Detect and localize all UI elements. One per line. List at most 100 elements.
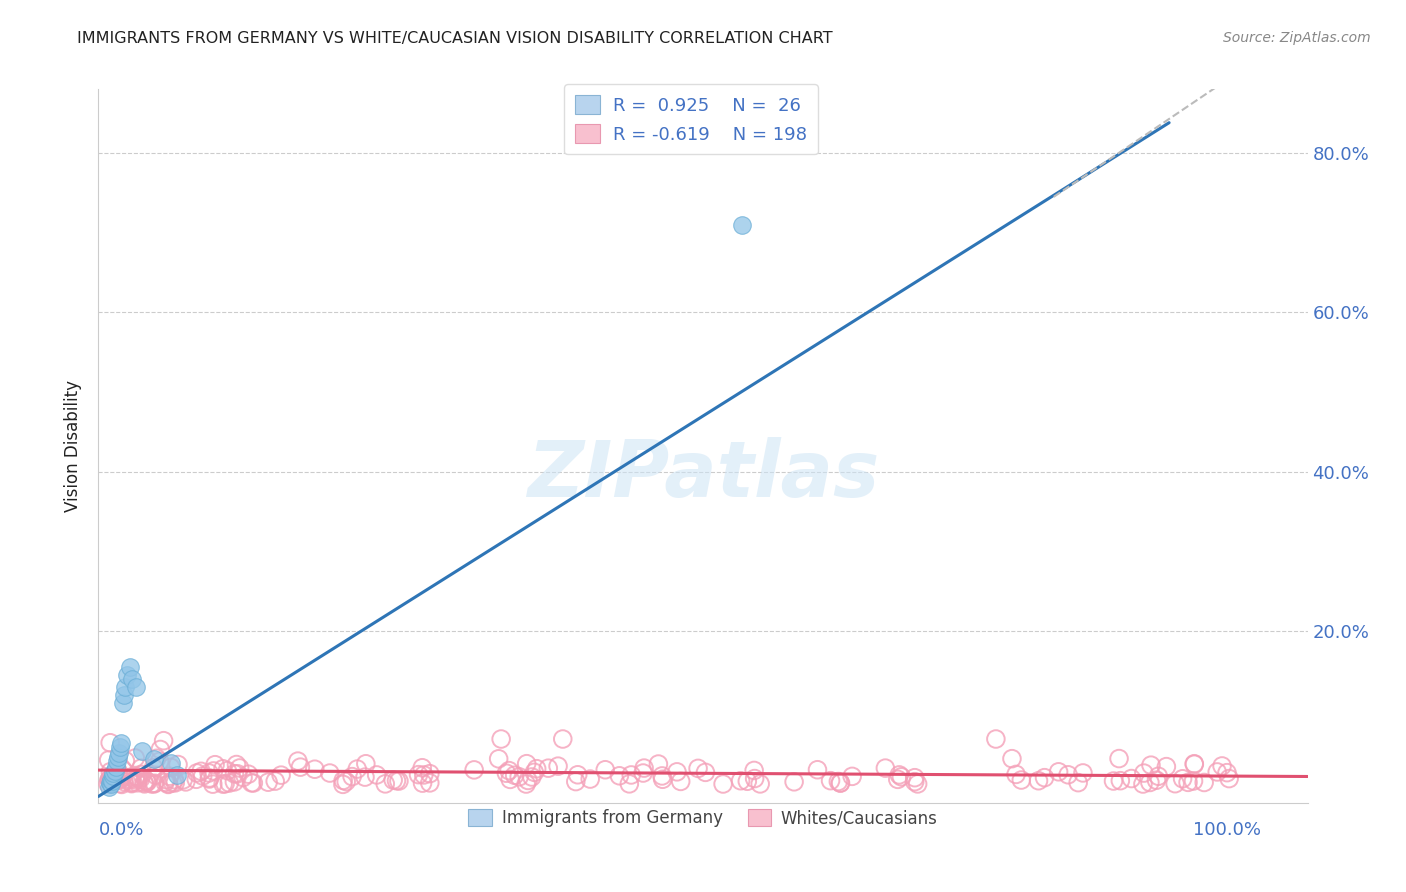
Point xyxy=(118,660,141,674)
Point xyxy=(515,777,537,791)
Point xyxy=(224,775,246,789)
Text: IMMIGRANTS FROM GERMANY VS WHITE/CAUCASIAN VISION DISABILITY CORRELATION CHART: IMMIGRANTS FROM GERMANY VS WHITE/CAUCASI… xyxy=(77,31,832,46)
Point xyxy=(186,772,208,787)
Point xyxy=(136,774,159,789)
Point xyxy=(1109,773,1132,788)
Point xyxy=(226,766,249,780)
Point xyxy=(160,756,183,770)
Point xyxy=(516,756,538,771)
Point xyxy=(257,775,280,789)
Point xyxy=(107,764,129,779)
Point xyxy=(131,767,153,781)
Point xyxy=(419,776,441,790)
Point xyxy=(354,770,377,784)
Point xyxy=(340,770,363,784)
Point xyxy=(1033,771,1056,785)
Point xyxy=(609,769,631,783)
Point xyxy=(388,774,411,789)
Point xyxy=(165,776,187,790)
Point xyxy=(304,762,326,776)
Point xyxy=(1005,767,1028,781)
Point xyxy=(1211,759,1233,773)
Point xyxy=(411,761,433,775)
Point xyxy=(463,763,485,777)
Point xyxy=(904,774,927,789)
Point xyxy=(1182,757,1205,772)
Point xyxy=(264,774,287,789)
Point xyxy=(332,773,354,788)
Point xyxy=(108,746,131,760)
Point xyxy=(98,764,121,779)
Point xyxy=(631,766,654,780)
Point xyxy=(579,772,602,786)
Point xyxy=(214,777,236,791)
Point xyxy=(110,777,132,791)
Point xyxy=(1140,758,1163,772)
Point xyxy=(354,756,377,771)
Point xyxy=(107,750,129,764)
Point xyxy=(224,766,246,780)
Point xyxy=(240,776,263,790)
Point xyxy=(103,766,125,780)
Point xyxy=(127,770,149,784)
Point xyxy=(346,762,368,776)
Point xyxy=(114,754,136,768)
Point xyxy=(104,769,127,783)
Point xyxy=(104,769,127,783)
Point xyxy=(198,766,221,780)
Point xyxy=(100,777,122,791)
Point xyxy=(142,777,165,791)
Point xyxy=(1121,772,1143,786)
Point xyxy=(111,696,134,710)
Point xyxy=(225,757,247,772)
Point xyxy=(190,764,212,779)
Point xyxy=(132,776,155,790)
Point xyxy=(523,765,546,780)
Point xyxy=(217,764,239,778)
Point xyxy=(1192,775,1215,789)
Point xyxy=(651,769,673,783)
Point xyxy=(783,774,806,789)
Point xyxy=(157,777,180,791)
Point xyxy=(121,771,143,785)
Point xyxy=(111,777,134,791)
Point xyxy=(108,772,131,787)
Point xyxy=(498,764,520,778)
Point xyxy=(875,761,897,775)
Point xyxy=(159,769,181,783)
Point xyxy=(110,739,132,754)
Point xyxy=(100,775,122,789)
Point xyxy=(97,777,120,791)
Text: 100.0%: 100.0% xyxy=(1194,821,1261,838)
Point xyxy=(593,763,616,777)
Point xyxy=(412,768,434,782)
Point xyxy=(1067,775,1090,789)
Point xyxy=(547,759,569,773)
Point xyxy=(155,772,177,787)
Point xyxy=(749,777,772,791)
Point xyxy=(711,777,734,791)
Point xyxy=(666,764,689,779)
Point xyxy=(499,772,522,787)
Point xyxy=(1057,768,1080,782)
Point xyxy=(1028,773,1050,788)
Point xyxy=(97,753,120,767)
Point xyxy=(1164,777,1187,791)
Point xyxy=(124,751,146,765)
Point xyxy=(1216,765,1239,780)
Point xyxy=(1171,772,1194,786)
Point xyxy=(166,768,188,782)
Point xyxy=(890,770,912,784)
Point xyxy=(374,777,396,791)
Point xyxy=(1047,764,1070,779)
Point xyxy=(335,774,357,789)
Point xyxy=(198,771,221,785)
Point xyxy=(332,777,354,791)
Point xyxy=(174,775,197,789)
Text: 0.0%: 0.0% xyxy=(98,821,143,838)
Point xyxy=(104,760,127,774)
Point xyxy=(145,751,167,765)
Point xyxy=(121,672,143,686)
Point xyxy=(157,777,180,791)
Point xyxy=(238,767,260,781)
